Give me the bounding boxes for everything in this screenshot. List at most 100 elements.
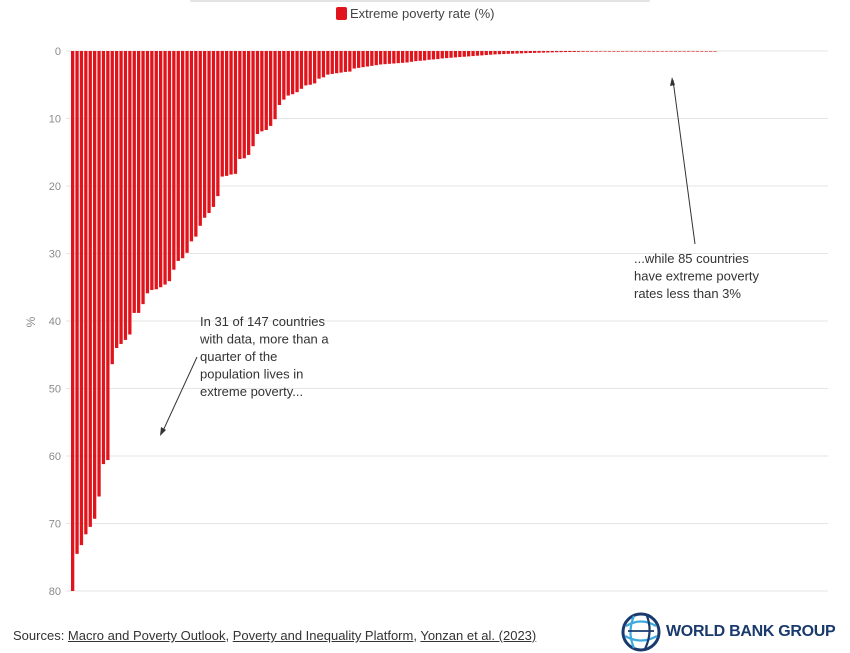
bar — [88, 51, 92, 527]
bar — [225, 51, 229, 176]
bar — [211, 51, 216, 207]
bar — [374, 51, 378, 66]
bar — [255, 51, 260, 135]
legend-label: Extreme poverty rate (%) — [350, 6, 495, 21]
y-tick-label: 30 — [49, 249, 61, 261]
y-tick-label: 20 — [49, 181, 61, 193]
bar — [572, 51, 576, 52]
annotation-line: rates less than 3% — [634, 286, 741, 301]
bar — [599, 51, 603, 52]
bar — [401, 51, 405, 63]
bar — [348, 51, 352, 72]
bar — [163, 51, 167, 285]
annotation-arrow-right — [672, 79, 696, 245]
bar — [418, 51, 422, 61]
bar — [678, 51, 682, 52]
bar — [317, 51, 321, 79]
bar — [700, 51, 704, 52]
bar — [511, 51, 515, 54]
bar — [370, 51, 374, 66]
source-link-yonzan[interactable]: Yonzan et al. (2023) — [420, 628, 537, 643]
y-tick-label: 10 — [49, 114, 61, 126]
bar — [101, 51, 106, 465]
bar — [634, 51, 638, 52]
bar — [299, 51, 304, 89]
bar — [335, 51, 339, 74]
annotation-line: In 31 of 147 countries — [200, 314, 326, 329]
bar — [480, 51, 484, 56]
bar — [286, 51, 290, 96]
source-link-pip[interactable]: Poverty and Inequality Platform — [232, 628, 414, 643]
bar — [361, 51, 365, 68]
bar — [194, 51, 198, 237]
y-axis-ticks: 0 10 20 30 40 50 60 70 80 — [49, 46, 61, 598]
bar — [71, 51, 75, 591]
bar — [176, 51, 180, 261]
bar-series — [71, 51, 717, 591]
bar — [203, 51, 207, 218]
bar — [445, 51, 449, 59]
bar — [616, 51, 620, 52]
bar — [128, 51, 132, 335]
bar — [150, 51, 154, 290]
bar — [269, 51, 273, 126]
bar — [106, 51, 110, 461]
sources-prefix: Sources: — [13, 628, 68, 643]
bar — [603, 51, 607, 52]
bar — [515, 51, 519, 54]
bar — [339, 51, 343, 73]
bar — [343, 51, 348, 72]
bar — [555, 51, 559, 53]
bar — [154, 51, 158, 290]
bar — [423, 51, 427, 61]
bar — [590, 51, 594, 52]
bar — [550, 51, 554, 53]
bar — [577, 51, 581, 52]
bar — [489, 51, 493, 55]
bar — [295, 51, 299, 93]
bar — [440, 51, 444, 59]
bar — [198, 51, 202, 226]
bar — [462, 51, 466, 57]
y-tick-label: 80 — [49, 586, 61, 598]
bar — [581, 51, 585, 52]
bar — [682, 51, 686, 52]
bar — [181, 51, 185, 259]
bar — [264, 51, 268, 130]
bar — [97, 51, 101, 497]
bar — [414, 51, 418, 62]
bar — [506, 51, 510, 54]
source-link-mpo[interactable]: Macro and Poverty Outlook — [67, 628, 226, 643]
bar — [519, 51, 524, 54]
bar — [119, 51, 123, 344]
bar — [357, 51, 361, 68]
annotation-line: ...while 85 countries — [634, 251, 749, 266]
y-tick-label: 0 — [55, 46, 61, 58]
bar — [387, 51, 392, 64]
bar — [528, 51, 532, 54]
bar — [238, 51, 242, 159]
bar — [93, 51, 97, 519]
sources-note: Sources: Macro and Poverty Outlook, Pove… — [13, 628, 536, 643]
bar — [594, 51, 598, 52]
annotation-line: extreme poverty... — [200, 384, 303, 399]
bar — [167, 51, 172, 282]
bar — [625, 51, 629, 52]
bar — [669, 51, 673, 52]
bar — [313, 51, 317, 84]
bar — [273, 51, 277, 120]
bar — [709, 51, 713, 52]
bar — [383, 51, 387, 65]
bar — [563, 51, 568, 53]
bar — [220, 51, 224, 177]
bar — [260, 51, 264, 132]
bar — [233, 51, 238, 174]
y-tick-label: 70 — [49, 519, 61, 531]
y-axis-label: % — [24, 316, 38, 327]
top-scroll-edge — [190, 0, 650, 2]
bar — [251, 51, 255, 147]
world-bank-group-logo[interactable]: WORLD BANK GROUP — [620, 612, 842, 652]
bar — [84, 51, 88, 535]
bar — [647, 51, 651, 52]
